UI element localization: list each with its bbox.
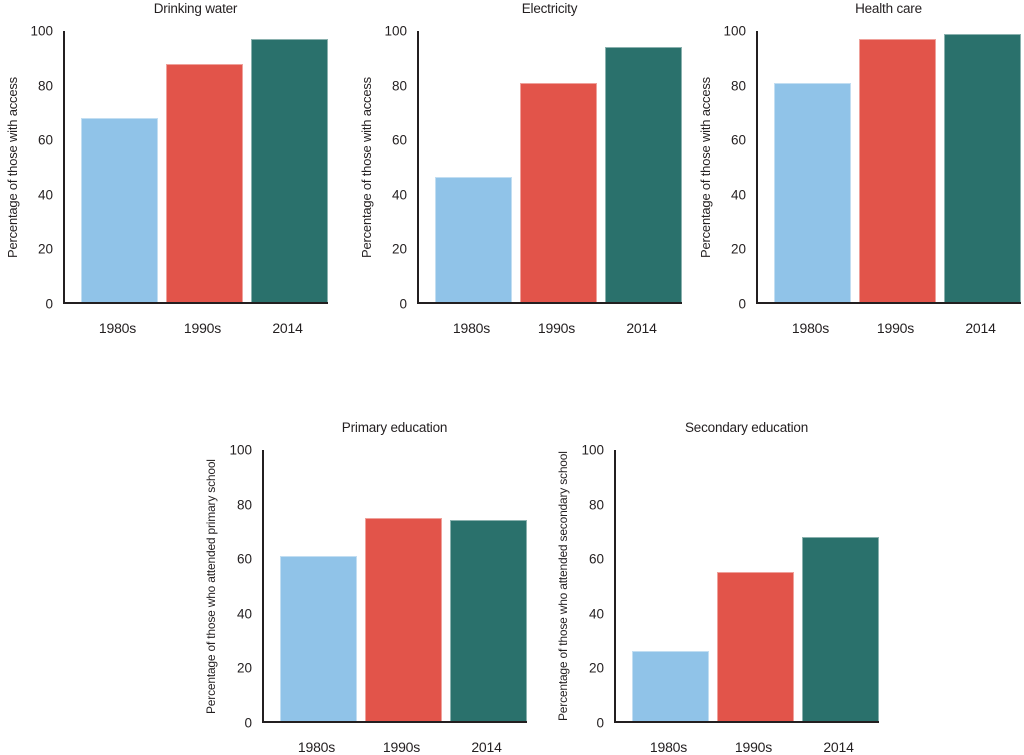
y-tick-label: 40 bbox=[730, 187, 746, 203]
x-axis-tick-labels: 1980s 1990s 2014 bbox=[63, 320, 328, 336]
x-axis-tick-labels: 1980s 1990s 2014 bbox=[614, 739, 879, 755]
x-tick-1980s: 1980s bbox=[297, 739, 336, 755]
x-tick-1990s: 1990s bbox=[734, 739, 773, 755]
x-tick-1990s: 1990s bbox=[876, 320, 915, 336]
x-axis-tick-labels: 1980s 1990s 2014 bbox=[756, 320, 1021, 336]
chart-title: Health care bbox=[855, 1, 922, 16]
x-axis-tick-labels: 1980s 1990s 2014 bbox=[262, 739, 527, 755]
bar-1980s bbox=[632, 650, 709, 721]
bar-1990s bbox=[166, 63, 243, 302]
y-tick-label: 40 bbox=[391, 187, 407, 203]
y-tick-label: 0 bbox=[45, 296, 53, 312]
bar-1990s bbox=[717, 571, 794, 721]
chart-electricity: Electricity Percentage of those with acc… bbox=[354, 0, 682, 348]
y-tick-label: 20 bbox=[391, 241, 407, 257]
y-tick-label: 0 bbox=[596, 715, 604, 731]
bar-2014 bbox=[450, 520, 527, 721]
chart-drinking-water: Drinking water Percentage of those with … bbox=[0, 0, 328, 348]
y-tick-label: 20 bbox=[730, 241, 746, 257]
bar-1980s bbox=[81, 117, 158, 302]
y-tick-label: 60 bbox=[236, 551, 252, 567]
y-tick-label: 80 bbox=[588, 496, 604, 512]
x-tick-1990s: 1990s bbox=[537, 320, 576, 336]
x-tick-1990s: 1990s bbox=[183, 320, 222, 336]
plot-area bbox=[262, 450, 527, 723]
y-tick-label: 100 bbox=[384, 23, 407, 39]
y-tick-label: 40 bbox=[588, 606, 604, 622]
plot-area bbox=[417, 31, 682, 304]
chart-primary-education: Primary education Percentage of those wh… bbox=[199, 419, 527, 755]
bar-2014 bbox=[605, 47, 682, 302]
x-tick-1980s: 1980s bbox=[452, 320, 491, 336]
bar-1980s bbox=[435, 177, 512, 302]
y-tick-label: 0 bbox=[399, 296, 407, 312]
chart-title: Drinking water bbox=[153, 1, 238, 16]
y-tick-label: 100 bbox=[723, 23, 746, 39]
x-tick-1980s: 1980s bbox=[791, 320, 830, 336]
y-tick-label: 0 bbox=[738, 296, 746, 312]
y-tick-label: 20 bbox=[588, 660, 604, 676]
x-tick-2014: 2014 bbox=[965, 320, 996, 336]
x-tick-2014: 2014 bbox=[272, 320, 303, 336]
y-tick-label: 60 bbox=[588, 551, 604, 567]
x-tick-1980s: 1980s bbox=[98, 320, 137, 336]
y-axis-tick-labels: 100 80 60 40 20 0 bbox=[0, 24, 53, 310]
plot-area bbox=[614, 450, 879, 723]
y-tick-label: 40 bbox=[236, 606, 252, 622]
x-tick-1980s: 1980s bbox=[649, 739, 688, 755]
plot-area bbox=[756, 31, 1021, 304]
y-axis-tick-labels: 100 80 60 40 20 0 bbox=[354, 24, 407, 310]
plot-area bbox=[63, 31, 328, 304]
y-tick-label: 80 bbox=[37, 77, 53, 93]
y-tick-label: 80 bbox=[391, 77, 407, 93]
y-tick-label: 100 bbox=[581, 442, 604, 458]
y-tick-label: 0 bbox=[244, 715, 252, 731]
y-tick-label: 60 bbox=[37, 132, 53, 148]
y-axis-tick-labels: 100 80 60 40 20 0 bbox=[199, 443, 252, 729]
x-axis-tick-labels: 1980s 1990s 2014 bbox=[417, 320, 682, 336]
y-tick-label: 40 bbox=[37, 187, 53, 203]
chart-title: Primary education bbox=[341, 420, 448, 435]
y-tick-label: 100 bbox=[30, 23, 53, 39]
y-tick-label: 60 bbox=[730, 132, 746, 148]
y-tick-label: 20 bbox=[236, 660, 252, 676]
bar-1990s bbox=[520, 82, 597, 302]
bar-2014 bbox=[251, 39, 328, 302]
y-axis-tick-labels: 100 80 60 40 20 0 bbox=[551, 443, 604, 729]
y-tick-label: 100 bbox=[229, 442, 252, 458]
bar-1990s bbox=[365, 517, 442, 721]
x-tick-2014: 2014 bbox=[626, 320, 657, 336]
x-tick-2014: 2014 bbox=[471, 739, 502, 755]
chart-health-care: Health care Percentage of those with acc… bbox=[693, 0, 1021, 348]
y-axis-tick-labels: 100 80 60 40 20 0 bbox=[693, 24, 746, 310]
chart-title: Secondary education bbox=[684, 420, 809, 435]
bar-1990s bbox=[859, 39, 936, 302]
y-tick-label: 80 bbox=[236, 496, 252, 512]
x-tick-1990s: 1990s bbox=[382, 739, 421, 755]
bar-1980s bbox=[280, 555, 357, 721]
chart-title: Electricity bbox=[521, 1, 578, 16]
x-tick-2014: 2014 bbox=[823, 739, 854, 755]
y-tick-label: 60 bbox=[391, 132, 407, 148]
chart-secondary-education: Secondary education Percentage of those … bbox=[551, 419, 879, 755]
bar-1980s bbox=[774, 82, 851, 302]
bar-2014 bbox=[802, 536, 879, 721]
y-tick-label: 80 bbox=[730, 77, 746, 93]
y-tick-label: 20 bbox=[37, 241, 53, 257]
bar-2014 bbox=[944, 33, 1021, 302]
